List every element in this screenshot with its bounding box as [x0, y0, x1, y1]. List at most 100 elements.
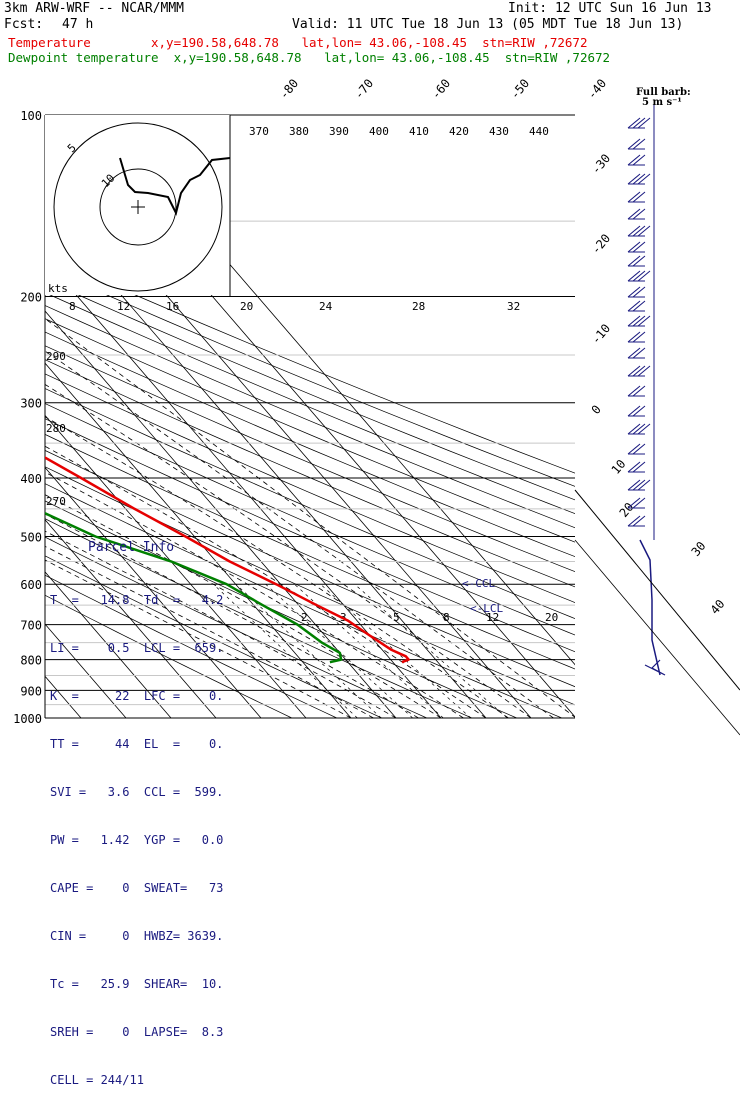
right-boundary-2	[574, 539, 740, 736]
isotherm-label: -50	[508, 76, 533, 102]
pressure-label-300: 300	[20, 397, 42, 411]
wind-barb	[627, 191, 641, 203]
mixing-ratio-3	[235, 583, 382, 719]
wind-barb	[632, 300, 646, 312]
isotherm--10	[45, 362, 352, 719]
wind-barb	[632, 331, 646, 343]
wind-barb	[627, 300, 641, 312]
parcel-row-tt: TT = 44 EL = 0.	[50, 737, 224, 751]
speed-label: 8	[69, 300, 76, 313]
wind-barb	[632, 138, 646, 150]
parcel-row-k: K = 22 LFC = 0.	[50, 689, 224, 703]
wind-barb	[627, 479, 641, 491]
theta-label: 380	[289, 125, 309, 138]
wind-barb	[627, 270, 641, 282]
speed-label: 28	[412, 300, 425, 313]
parcel-row-temp: T = 14.8 Td = 4.2	[50, 593, 224, 607]
isotherm-0	[45, 310, 397, 719]
wind-barb	[632, 347, 646, 359]
theta-label: 410	[409, 125, 429, 138]
mixing-ratio-20	[354, 583, 508, 719]
isotherm-label: 40	[708, 597, 728, 617]
isotherm-label: -60	[429, 76, 454, 102]
wind-barb	[632, 117, 646, 129]
lcl-marker: <-LCL	[470, 602, 503, 615]
thetae-label: 270	[46, 495, 66, 508]
parcel-info-title: Parcel Info	[88, 540, 175, 555]
wind-barb	[627, 365, 641, 377]
hodograph-speed-unit: kts	[48, 282, 68, 295]
pressure-label-600: 600	[20, 578, 42, 592]
forecast-label: Fcst:	[4, 17, 44, 32]
wind-barb	[627, 286, 641, 298]
wind-barb	[627, 461, 641, 473]
isotherm--20	[45, 414, 307, 719]
wind-legend-unit: 5 m s⁻¹	[642, 97, 682, 108]
wind-barb	[632, 423, 646, 435]
dewpoint-legend: Dewpoint temperature x,y=190.58,648.78 l…	[8, 50, 611, 65]
speed-label: 20	[240, 300, 253, 313]
isotherm-label: -70	[352, 76, 377, 102]
wind-barb	[637, 173, 651, 185]
speed-label: 12	[117, 300, 130, 313]
sounding-profiles	[45, 456, 410, 664]
wind-barb	[632, 286, 646, 298]
wind-barb	[637, 365, 651, 377]
wind-barb	[627, 255, 641, 267]
wind-barb	[627, 443, 641, 455]
wind-barb	[632, 270, 646, 282]
parcel-row-svi: SVI = 3.6 CCL = 599.	[50, 785, 224, 799]
init-time: Init: 12 UTC Sun 16 Jun 13	[508, 1, 712, 16]
theta-label: 400	[369, 125, 389, 138]
wind-barb	[632, 173, 646, 185]
isotherm-label: -10	[589, 321, 614, 347]
theta-label: 430	[489, 125, 509, 138]
mixing-ratio-label: 12	[486, 611, 499, 624]
speed-label: 24	[319, 300, 333, 313]
theta-label: 370	[249, 125, 269, 138]
wind-barb	[632, 405, 646, 417]
wind-barb	[637, 117, 651, 129]
mixing-ratio-label: 20	[545, 611, 558, 624]
wind-barb	[632, 225, 646, 237]
wind-barb	[637, 270, 651, 282]
isotherm-label: -80	[277, 76, 302, 102]
wind-legend-title: Full barb:	[636, 87, 691, 98]
wind-barb	[632, 365, 646, 377]
wind-barb	[627, 515, 641, 527]
wind-barb	[627, 117, 641, 129]
wind-barb	[632, 191, 646, 203]
wind-barb	[632, 315, 646, 327]
pressure-label-100: 100	[20, 109, 42, 123]
dewpoint-profile	[45, 511, 343, 664]
mixing-ratio-label: 8	[443, 611, 450, 624]
wind-barb-low-staff	[639, 539, 661, 676]
speed-label: 32	[507, 300, 520, 313]
parcel-row-cin: CIN = 0 HWBZ= 3639.	[50, 929, 224, 943]
theta-label: 420	[449, 125, 469, 138]
wind-barb	[627, 173, 641, 185]
parcel-row-cape: CAPE = 0 SWEAT= 73	[50, 881, 224, 895]
wind-barb	[627, 225, 641, 237]
thetae-label: 290	[46, 350, 66, 363]
isotherm-label: -20	[589, 231, 614, 257]
wind-barb	[627, 497, 641, 509]
model-title: 3km ARW-WRF -- NCAR/MMM	[4, 1, 185, 16]
moist-adiabat-30	[45, 383, 532, 719]
wind-barb	[632, 497, 646, 509]
isotherm-10	[45, 258, 442, 719]
pressure-label-900: 900	[20, 684, 42, 698]
wind-barb	[632, 443, 646, 455]
wind-barb	[632, 385, 646, 397]
wind-barb	[627, 208, 641, 220]
hodograph-trace	[119, 157, 231, 216]
wind-barb	[627, 347, 641, 359]
wind-barb	[632, 255, 646, 267]
wind-barb	[632, 461, 646, 473]
isotherm-label: 10	[609, 457, 629, 477]
isotherm-label: -30	[589, 151, 614, 177]
parcel-row-pw: PW = 1.42 YGP = 0.0	[50, 833, 224, 847]
wind-barb	[627, 315, 641, 327]
wind-barb	[627, 138, 641, 150]
